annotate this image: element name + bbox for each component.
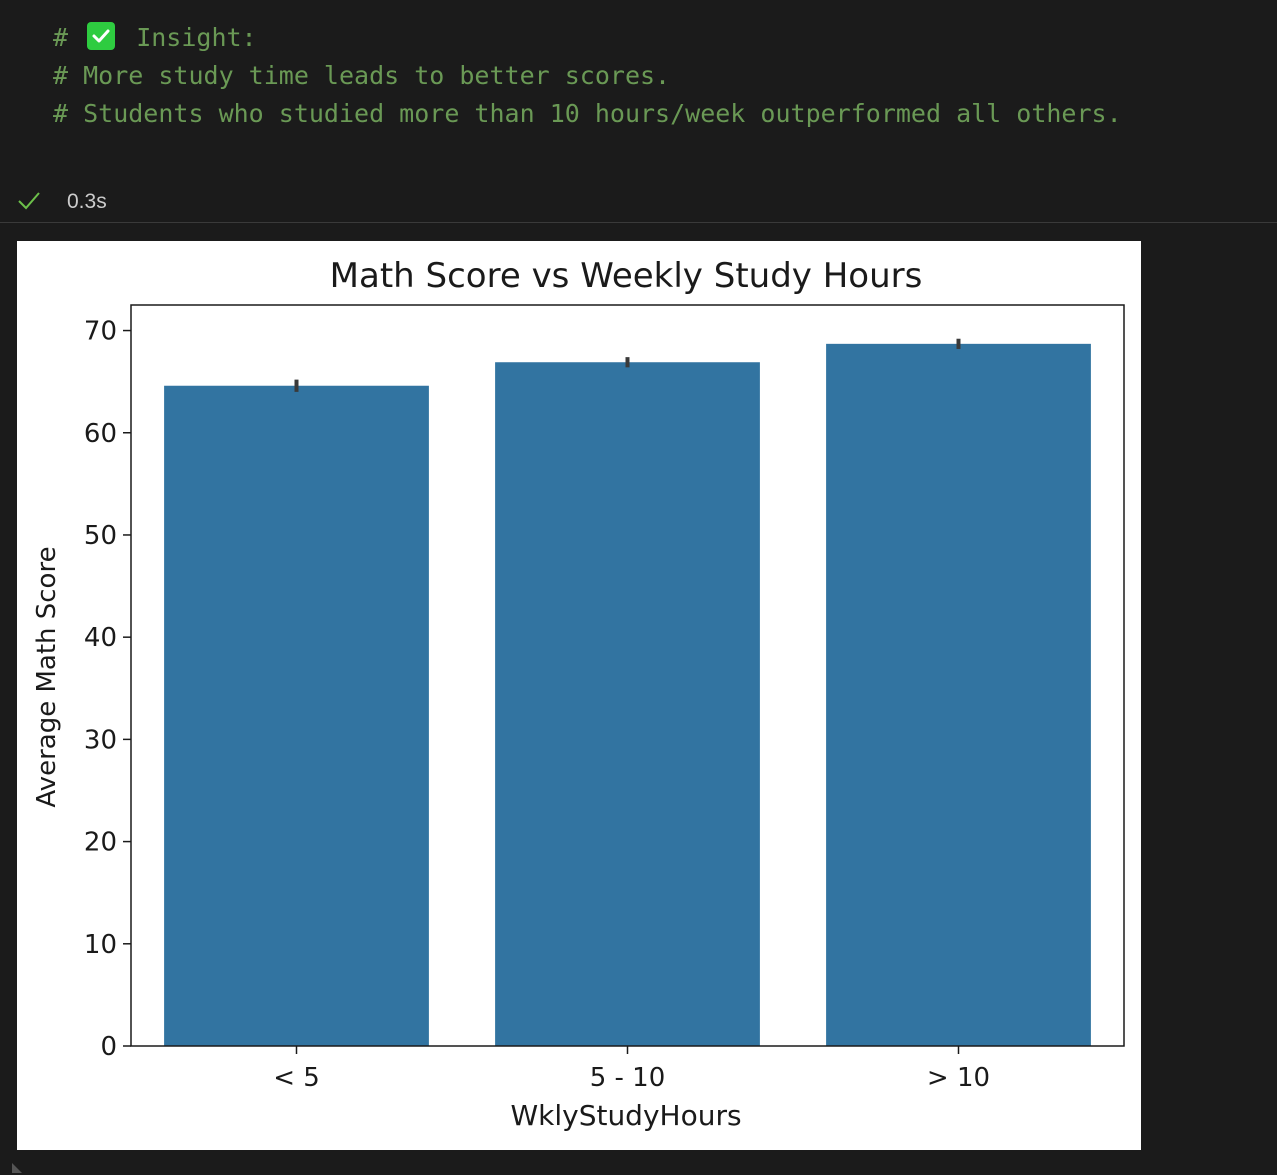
execution-time: 0.3s <box>67 190 107 213</box>
y-tick-label: 30 <box>84 725 117 755</box>
y-axis-label: Average Math Score <box>32 546 62 807</box>
plot-frame <box>130 304 1125 1047</box>
y-tick-label: 60 <box>84 419 117 449</box>
bar <box>164 385 429 1046</box>
code-line-comment-2: # Students who studied more than 10 hour… <box>53 99 1122 128</box>
code-cell[interactable]: # Insight: # More study time leads to be… <box>0 0 1277 190</box>
y-tick-label: 50 <box>84 521 117 551</box>
x-axis-label: WklyStudyHours <box>510 1099 741 1132</box>
x-tick-label: 5 - 10 <box>590 1063 666 1093</box>
bar <box>826 343 1091 1046</box>
y-tick-label: 20 <box>84 828 117 858</box>
chart-title: Math Score vs Weekly Study Hours <box>330 256 923 296</box>
insight-label: Insight: <box>136 23 257 52</box>
y-tick-label: 70 <box>84 317 117 347</box>
x-tick-label: < 5 <box>273 1063 320 1093</box>
y-tick-label: 0 <box>100 1032 117 1062</box>
check-mark-button-icon <box>87 22 116 50</box>
code-line-insight: # Insight: <box>53 19 257 57</box>
bar <box>495 362 760 1047</box>
checkmark-icon <box>18 192 40 210</box>
code-line-comment-1: # More study time leads to better scores… <box>53 61 671 90</box>
y-tick-label: 40 <box>84 623 117 653</box>
bar-chart: Math Score vs Weekly Study Hours WklyStu… <box>32 256 1125 1132</box>
resize-corner[interactable] <box>12 1163 22 1173</box>
comment-hash: # <box>53 23 69 52</box>
chart-marks: 0 10 20 30 40 50 60 70 < 5 5 - 10 > 10 <box>84 317 1091 1093</box>
y-tick-label: 10 <box>84 930 117 960</box>
cell-output-figure: Math Score vs Weekly Study Hours WklyStu… <box>17 241 1141 1150</box>
cell-status-bar: 0.3s <box>0 184 1277 223</box>
x-tick-label: > 10 <box>927 1063 990 1093</box>
